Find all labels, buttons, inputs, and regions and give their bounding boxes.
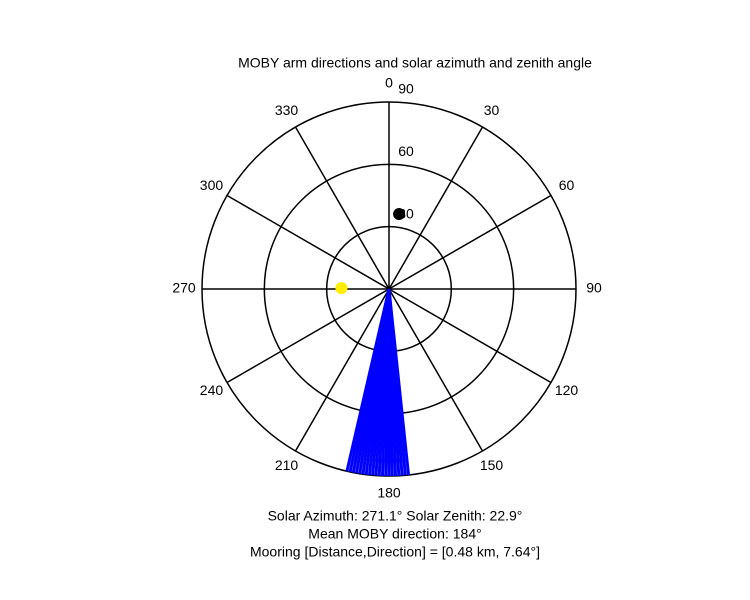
theta-tick-label: 330: [275, 102, 299, 118]
spoke: [294, 288, 390, 452]
theta-tick-label: 150: [480, 457, 504, 473]
theta-tick-label: 90: [586, 280, 602, 296]
theta-tick-label: 240: [200, 382, 224, 398]
chart-title: MOBY arm directions and solar azimuth an…: [238, 55, 592, 71]
theta-tick-label: 60: [559, 177, 575, 193]
theta-tick-label: 180: [377, 485, 401, 501]
theta-tick-label: 270: [172, 280, 196, 296]
theta-tick-label: 30: [484, 102, 500, 118]
annotation: Solar Azimuth: 271.1° Solar Zenith: 22.9…: [268, 508, 523, 524]
mooring-position: [393, 208, 406, 221]
theta-tick-label: 300: [200, 177, 224, 193]
annotation: Mooring [Distance,Direction] = [0.48 km,…: [250, 544, 540, 560]
r-tick-label: 90: [398, 81, 414, 97]
spoke: [226, 288, 390, 384]
theta-tick-label: 120: [555, 382, 579, 398]
r-tick-label: 60: [398, 143, 414, 159]
spoke: [388, 126, 484, 290]
theta-tick-label: 0: [385, 75, 393, 91]
spoke: [388, 288, 552, 384]
arm-direction: [345, 288, 391, 472]
spoke: [226, 194, 390, 290]
annotation: Mean MOBY direction: 184°: [308, 526, 481, 542]
sun-position: [335, 282, 348, 295]
spoke: [388, 194, 552, 290]
spoke: [294, 126, 390, 290]
spoke: [388, 288, 484, 452]
theta-tick-label: 210: [275, 457, 299, 473]
